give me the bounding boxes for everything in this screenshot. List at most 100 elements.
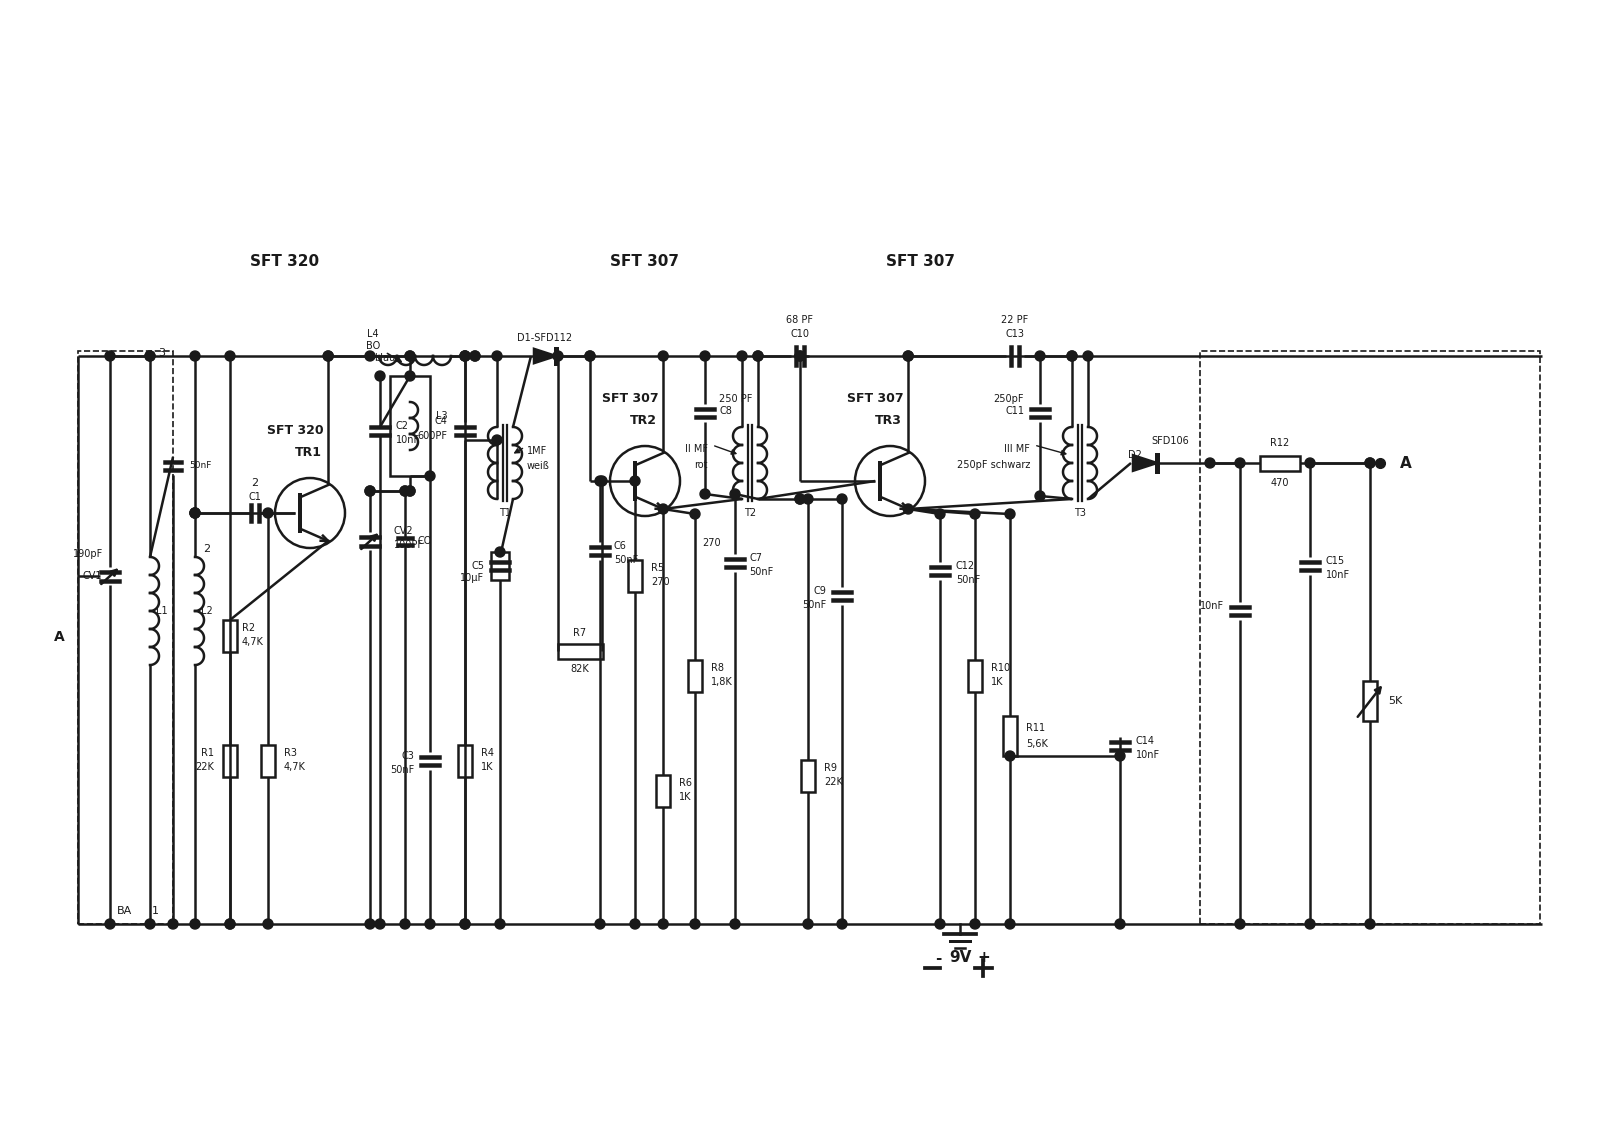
Text: 5,6K: 5,6K: [1026, 739, 1048, 749]
Circle shape: [754, 351, 763, 361]
Circle shape: [1365, 458, 1374, 468]
Text: 2: 2: [251, 478, 259, 487]
Circle shape: [494, 920, 506, 929]
Circle shape: [902, 351, 914, 361]
Circle shape: [146, 351, 155, 361]
Circle shape: [461, 351, 470, 361]
Text: D1-SFD112: D1-SFD112: [517, 333, 573, 343]
Bar: [78, 351, 173, 924]
Bar: [222, 620, 237, 651]
Text: SFT 307: SFT 307: [602, 392, 658, 406]
Circle shape: [586, 351, 595, 361]
Circle shape: [405, 351, 414, 361]
Text: 250pF: 250pF: [994, 394, 1024, 404]
Circle shape: [738, 351, 747, 361]
Text: R11: R11: [1026, 723, 1045, 733]
Bar: [802, 760, 814, 792]
Text: 600PF: 600PF: [418, 431, 446, 441]
Circle shape: [190, 920, 200, 929]
Bar: [1261, 456, 1299, 470]
Circle shape: [795, 351, 805, 361]
Text: R2: R2: [242, 623, 254, 633]
Text: A: A: [1400, 456, 1411, 470]
Circle shape: [470, 351, 480, 361]
Circle shape: [658, 351, 669, 361]
Circle shape: [701, 351, 710, 361]
Text: 270: 270: [702, 538, 722, 549]
Circle shape: [1365, 920, 1374, 929]
Circle shape: [902, 504, 914, 513]
Text: 4,7K: 4,7K: [242, 637, 264, 647]
Text: C14: C14: [1136, 736, 1155, 746]
Circle shape: [106, 920, 115, 929]
Text: C8: C8: [718, 406, 731, 416]
Polygon shape: [534, 348, 557, 363]
Circle shape: [595, 920, 605, 929]
Text: 250pF schwarz: 250pF schwarz: [957, 460, 1030, 470]
Circle shape: [690, 509, 701, 519]
Circle shape: [461, 920, 470, 929]
Circle shape: [365, 486, 374, 497]
Text: T2: T2: [744, 508, 757, 518]
Text: T1: T1: [499, 508, 510, 518]
Circle shape: [597, 476, 606, 486]
Text: L1: L1: [157, 606, 168, 616]
Circle shape: [146, 351, 155, 361]
Text: 50nF: 50nF: [802, 601, 826, 610]
Circle shape: [106, 351, 115, 361]
Text: 4,7K: 4,7K: [285, 762, 306, 772]
Text: BA: BA: [117, 906, 133, 916]
Circle shape: [586, 351, 595, 361]
Circle shape: [701, 489, 710, 499]
Bar: [491, 552, 509, 580]
Circle shape: [400, 486, 410, 497]
Text: 9V: 9V: [949, 950, 971, 966]
Circle shape: [837, 494, 846, 504]
Text: CO: CO: [418, 536, 432, 546]
Bar: [390, 375, 430, 476]
Text: 50nF: 50nF: [749, 567, 773, 577]
Circle shape: [493, 435, 502, 444]
Circle shape: [226, 920, 235, 929]
Circle shape: [1306, 920, 1315, 929]
Text: +: +: [978, 950, 990, 966]
Circle shape: [970, 509, 979, 519]
Circle shape: [1035, 491, 1045, 501]
Text: III MF: III MF: [1005, 444, 1030, 454]
Text: 270: 270: [651, 577, 670, 587]
Circle shape: [795, 494, 805, 504]
Circle shape: [190, 508, 200, 518]
Circle shape: [1005, 509, 1014, 519]
Circle shape: [470, 351, 480, 361]
Text: rot: rot: [694, 460, 707, 470]
Text: 1: 1: [152, 906, 158, 916]
Bar: [688, 661, 702, 692]
Text: 82K: 82K: [571, 664, 589, 674]
Text: 10μF: 10μF: [459, 573, 483, 582]
Bar: [627, 560, 642, 592]
Circle shape: [374, 920, 386, 929]
Circle shape: [400, 920, 410, 929]
Circle shape: [146, 920, 155, 929]
Circle shape: [658, 504, 669, 513]
Circle shape: [795, 351, 805, 361]
Text: 1K: 1K: [990, 677, 1003, 687]
Text: SFT 307: SFT 307: [611, 253, 680, 268]
Text: C7: C7: [749, 553, 762, 563]
Circle shape: [754, 351, 763, 361]
Text: SFT 307: SFT 307: [846, 392, 904, 406]
Bar: [222, 745, 237, 777]
Text: L2: L2: [202, 606, 213, 616]
Circle shape: [190, 508, 200, 518]
Bar: [1363, 681, 1378, 720]
Text: A: A: [54, 630, 66, 644]
Circle shape: [970, 920, 979, 929]
Circle shape: [934, 509, 946, 519]
Polygon shape: [1133, 455, 1157, 470]
Circle shape: [190, 508, 200, 518]
Bar: [557, 644, 603, 658]
Text: C4: C4: [434, 416, 446, 426]
Text: 250 PF: 250 PF: [718, 394, 752, 404]
Text: 50nF: 50nF: [390, 765, 414, 775]
Text: 10nF: 10nF: [1200, 601, 1224, 611]
